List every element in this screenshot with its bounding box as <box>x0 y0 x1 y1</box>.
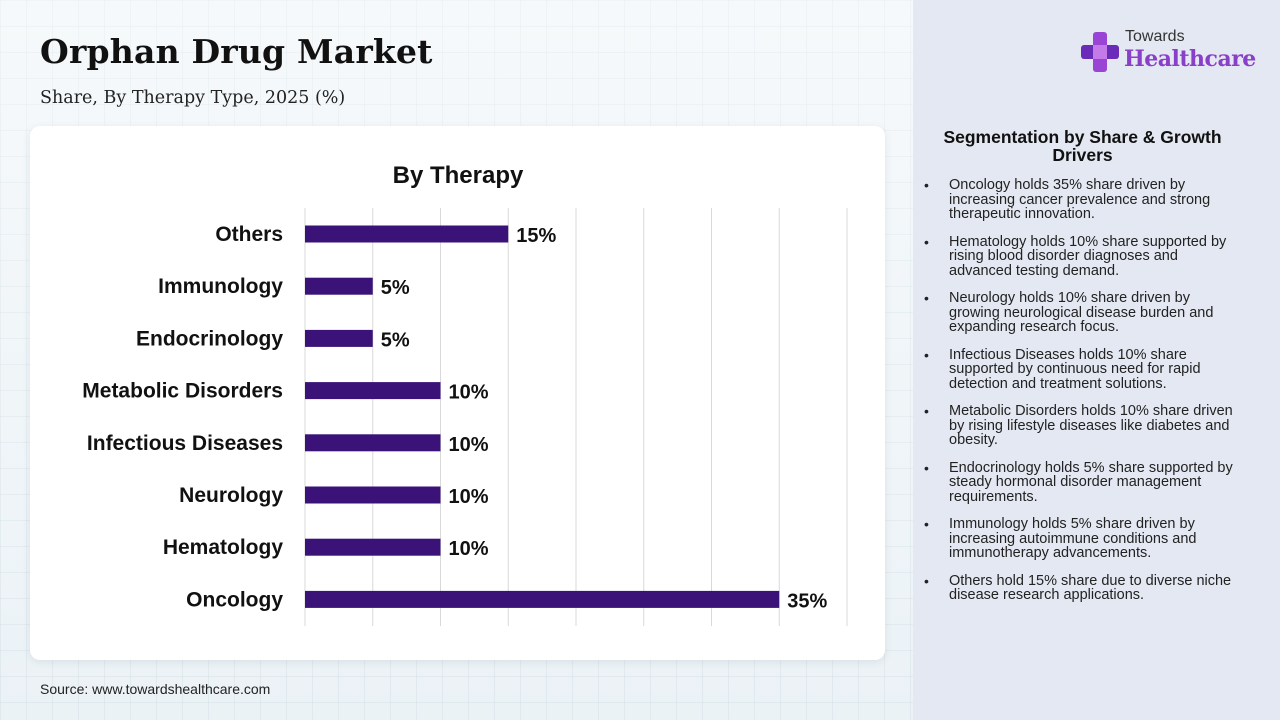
logo: Towards Healthcare <box>1079 28 1259 78</box>
logo-text-healthcare: Healthcare <box>1124 46 1256 72</box>
data-label: 10% <box>449 486 489 508</box>
data-label: 5% <box>381 277 410 299</box>
data-label: 10% <box>449 538 489 560</box>
chart-card: By Therapy Others 15% Immunology 5% Endocrin… <box>30 126 885 660</box>
grid-lines <box>304 208 848 626</box>
bar-chart: By Therapy Others 15% Immunology 5% Endocrin… <box>82 162 848 626</box>
data-label: 10% <box>449 434 489 456</box>
category-label: Metabolic Disorders <box>82 380 283 403</box>
medical-cross-icon <box>1081 32 1119 72</box>
category-label: Neurology <box>179 484 283 507</box>
chart-title: By Therapy <box>393 162 524 189</box>
category-label: Immunology <box>158 275 283 298</box>
page-title: Orphan Drug Market <box>40 32 433 71</box>
category-label: Endocrinology <box>136 327 283 350</box>
category-label: Infectious Diseases <box>87 432 283 455</box>
data-label: 10% <box>449 382 489 404</box>
bar <box>305 434 441 452</box>
category-label: Oncology <box>186 588 283 611</box>
bar <box>305 538 441 556</box>
list-item: Infectious Diseases holds 10% share supp… <box>924 347 1244 392</box>
bar <box>305 329 373 347</box>
list-item: Oncology holds 35% share driven by incre… <box>924 178 1244 222</box>
bar <box>305 277 373 295</box>
list-item: Metabolic Disorders holds 10% share driv… <box>924 404 1244 448</box>
category-label: Others <box>215 223 283 246</box>
page-subtitle: Share, By Therapy Type, 2025 (%) <box>40 88 346 108</box>
list-item: Hematology holds 10% share supported by … <box>924 234 1244 279</box>
list-item: Neurology holds 10% share driven by grow… <box>924 291 1244 335</box>
data-label: 5% <box>381 329 410 351</box>
bar <box>305 590 780 608</box>
bar <box>305 382 441 400</box>
data-label: 15% <box>516 225 556 247</box>
growth-drivers-list: Oncology holds 35% share driven by incre… <box>924 178 1244 616</box>
list-item: Others hold 15% share due to diverse nic… <box>924 573 1244 603</box>
list-item: Immunology holds 5% share driven by incr… <box>924 517 1244 561</box>
list-item: Endocrinology holds 5% share supported b… <box>924 460 1244 505</box>
logo-text-towards: Towards <box>1125 28 1185 45</box>
source-text: Source: www.towardshealthcare.com <box>40 681 271 697</box>
category-label: Hematology <box>163 536 284 559</box>
data-label: 35% <box>787 590 827 612</box>
bar <box>305 225 509 243</box>
bar <box>305 486 441 504</box>
bars-group: Others 15% Immunology 5% Endocrinology 5% Meta… <box>82 223 827 612</box>
segmentation-title: Segmentation by Share & Growth Drivers <box>943 127 1222 165</box>
